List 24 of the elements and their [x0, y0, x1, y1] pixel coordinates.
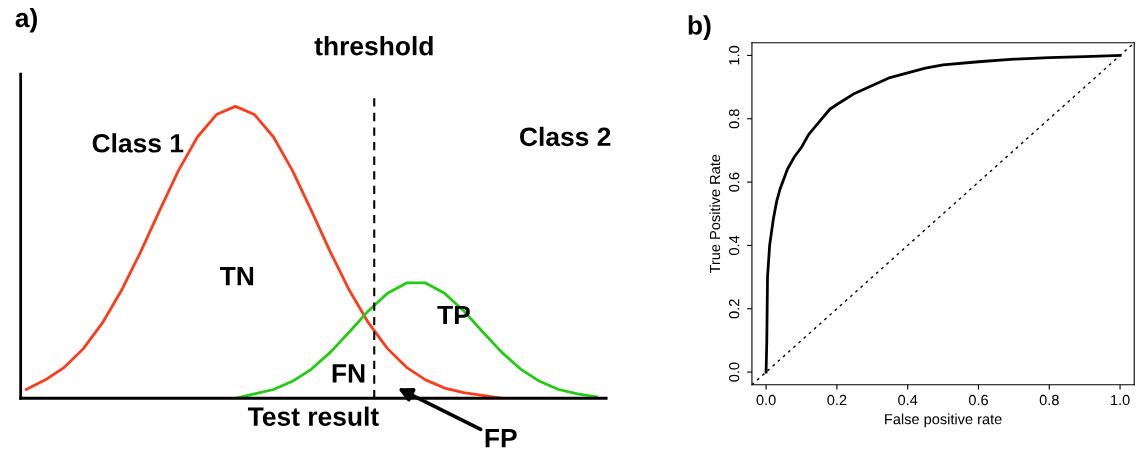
y-tick-label: 1.0	[729, 45, 740, 65]
annotation: TN	[220, 267, 254, 286]
x-tick-label: 0.6	[968, 394, 988, 406]
y-tick-label: 0.2	[729, 299, 740, 319]
y-tick-label: 0.4	[729, 235, 740, 255]
annotation: Class 1	[92, 133, 184, 153]
x-tick-label: 0.2	[827, 394, 847, 406]
x-tick-label: 0.8	[1039, 394, 1059, 406]
y-tick-label: 0.8	[729, 109, 740, 129]
annotation: Class 2	[520, 126, 611, 147]
chart-title: a)	[15, 7, 37, 33]
x-axis-title: False positive rate	[885, 413, 1002, 428]
y-tick-label: 0.6	[729, 172, 740, 192]
y-axis-title: True Positive Rate	[709, 154, 721, 274]
x-axis-title: Test result	[247, 406, 379, 426]
x-tick-label: 0.4	[898, 394, 918, 406]
annotation: TP	[437, 305, 470, 325]
chart-title: b)	[688, 15, 711, 40]
text: FP	[485, 429, 517, 448]
y-tick-label: 0.0	[729, 362, 740, 382]
x-tick-label: 0.0	[756, 394, 776, 406]
annotation: FN	[332, 364, 365, 383]
text: threshold	[314, 36, 433, 56]
x-tick-label: 1.0	[1111, 394, 1130, 406]
